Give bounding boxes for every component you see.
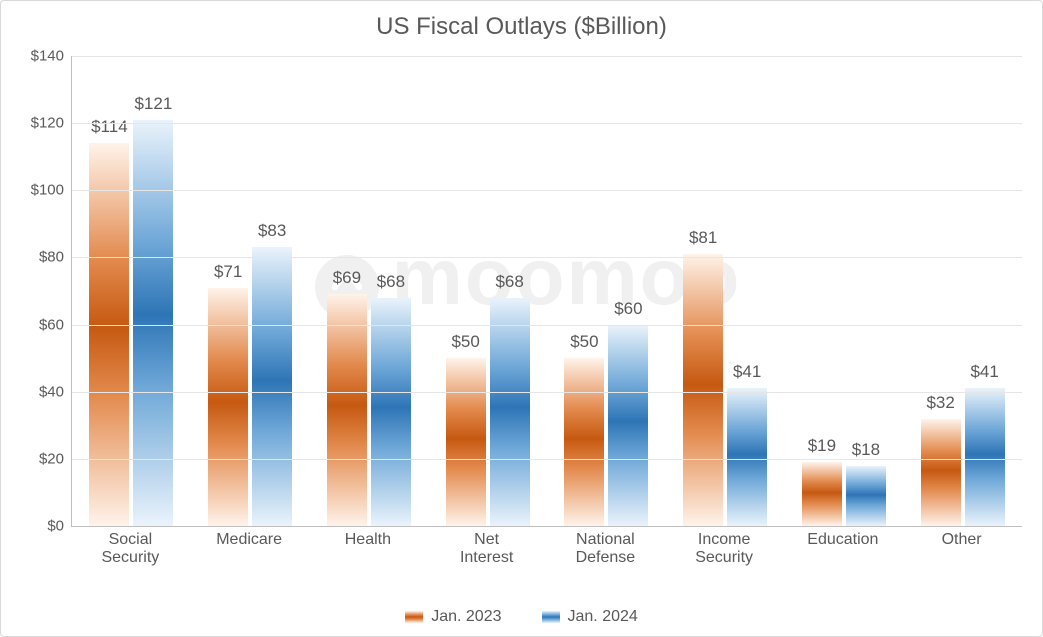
bar-value-label: $83 [258, 221, 286, 247]
x-axis-labels: SocialSecurityMedicareHealthNetInterestN… [71, 527, 1021, 568]
grid-line [72, 123, 1022, 124]
bar-value-label: $50 [451, 332, 479, 358]
bar-value-label: $41 [733, 362, 761, 388]
x-tick-label: SocialSecurity [71, 527, 190, 568]
bar: $69 [327, 294, 367, 526]
y-tick-label: $140 [31, 48, 72, 65]
grid-line [72, 325, 1022, 326]
y-tick-label: $40 [39, 383, 72, 400]
bar-value-label: $68 [377, 272, 405, 298]
bar-value-label: $18 [852, 440, 880, 466]
bar-value-label: $69 [333, 268, 361, 294]
x-tick-label: NationalDefense [546, 527, 665, 568]
chart-container: US Fiscal Outlays ($Billion) moomoo $114… [0, 0, 1043, 637]
bar: $32 [921, 419, 961, 526]
legend-label: Jan. 2023 [431, 608, 501, 626]
bar-value-label: $60 [614, 299, 642, 325]
y-tick-label: $0 [47, 518, 72, 535]
legend-swatch [405, 611, 423, 623]
bars-layer: $114$121$71$83$69$68$50$68$50$60$81$41$1… [72, 56, 1022, 526]
bar: $114 [89, 143, 129, 526]
bar: $121 [133, 120, 173, 526]
bar-group: $81$41 [666, 56, 785, 526]
x-tick-label: IncomeSecurity [665, 527, 784, 568]
bar: $18 [846, 466, 886, 526]
bar: $41 [965, 388, 1005, 526]
bar: $50 [564, 358, 604, 526]
bar: $19 [802, 462, 842, 526]
chart-title: US Fiscal Outlays ($Billion) [1, 13, 1042, 41]
grid-line [72, 190, 1022, 191]
bar-group: $19$18 [785, 56, 904, 526]
bar: $50 [446, 358, 486, 526]
legend-item: Jan. 2024 [542, 608, 638, 626]
grid-line [72, 56, 1022, 57]
legend: Jan. 2023 Jan. 2024 [1, 608, 1042, 626]
y-tick-label: $20 [39, 450, 72, 467]
bar-group: $114$121 [72, 56, 191, 526]
grid-line [72, 257, 1022, 258]
x-tick-label: Health [309, 527, 428, 568]
grid-line [72, 392, 1022, 393]
bar-value-label: $71 [214, 262, 242, 288]
grid-line [72, 459, 1022, 460]
x-tick-label: Medicare [190, 527, 309, 568]
bar: $60 [608, 325, 648, 526]
legend-item: Jan. 2023 [405, 608, 501, 626]
bar-value-label: $114 [91, 117, 128, 143]
bar-group: $32$41 [903, 56, 1022, 526]
y-tick-label: $80 [39, 249, 72, 266]
x-tick-label: Education [784, 527, 903, 568]
x-tick-label: Other [902, 527, 1021, 568]
bar-value-label: $121 [134, 94, 172, 120]
bar-group: $50$68 [428, 56, 547, 526]
bar: $71 [208, 288, 248, 526]
y-tick-label: $100 [31, 182, 72, 199]
bar: $68 [490, 298, 530, 526]
y-tick-label: $120 [31, 115, 72, 132]
bar-value-label: $32 [926, 393, 954, 419]
plot-area: $114$121$71$83$69$68$50$68$50$60$81$41$1… [71, 56, 1022, 527]
bar-value-label: $41 [970, 362, 998, 388]
bar: $41 [727, 388, 767, 526]
bar: $83 [252, 247, 292, 526]
bar-value-label: $81 [689, 228, 717, 254]
bar-value-label: $50 [570, 332, 598, 358]
x-tick-label: NetInterest [427, 527, 546, 568]
legend-swatch [542, 611, 560, 623]
bar: $81 [683, 254, 723, 526]
legend-label: Jan. 2024 [568, 608, 638, 626]
bar-group: $71$83 [191, 56, 310, 526]
bar-value-label: $68 [495, 272, 523, 298]
bar-group: $69$68 [310, 56, 429, 526]
bar: $68 [371, 298, 411, 526]
y-tick-label: $60 [39, 316, 72, 333]
bar-group: $50$60 [547, 56, 666, 526]
